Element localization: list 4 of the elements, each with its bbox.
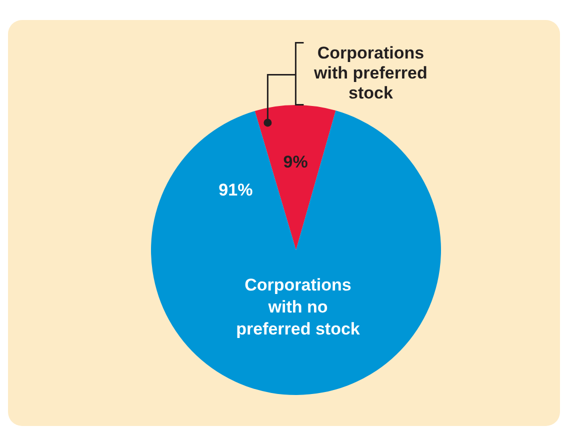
data-label: 9% xyxy=(283,152,308,172)
slice-label: Corporations with no preferred stock xyxy=(236,276,360,339)
slice-label: Corporations with preferred stock xyxy=(313,43,428,102)
data-label: 91% xyxy=(218,180,253,200)
